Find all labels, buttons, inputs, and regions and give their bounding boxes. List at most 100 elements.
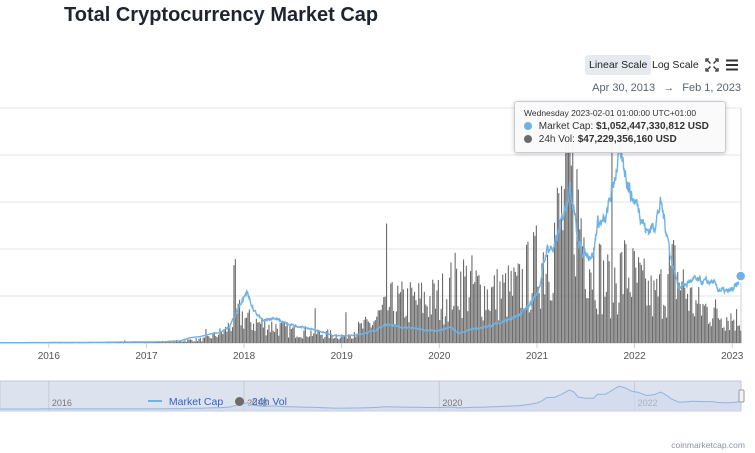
- volume-bar: [687, 293, 689, 343]
- volume-bar: [232, 327, 234, 343]
- volume-bar: [400, 292, 402, 343]
- volume-bar: [717, 318, 719, 343]
- volume-bar: [394, 324, 396, 343]
- volume-bar: [115, 342, 117, 344]
- volume-bar: [407, 288, 409, 343]
- volume-bar: [274, 332, 276, 343]
- volume-bar: [211, 338, 213, 343]
- volume-bar: [577, 189, 579, 343]
- log-scale-button[interactable]: Log Scale: [652, 59, 699, 71]
- volume-bar: [663, 304, 665, 343]
- volume-bar: [190, 339, 192, 343]
- volume-bar: [257, 322, 259, 343]
- volume-bar: [185, 341, 187, 343]
- volume-bar: [268, 324, 270, 343]
- volume-bar: [248, 309, 250, 343]
- volume-bar: [254, 330, 256, 343]
- navigator-tick-label: 2016: [52, 398, 72, 408]
- volume-bar: [290, 328, 292, 343]
- volume-bar: [278, 335, 280, 343]
- volume-bar: [353, 332, 355, 343]
- volume-dot-icon: [524, 135, 532, 143]
- volume-bar: [430, 314, 432, 343]
- volume-bar: [660, 269, 662, 343]
- volume-bar: [643, 258, 645, 343]
- volume-bar: [365, 316, 367, 343]
- volume-bar: [429, 296, 431, 343]
- volume-bar: [318, 330, 320, 343]
- volume-bar: [437, 280, 439, 343]
- volume-bar: [454, 252, 456, 343]
- volume-bar: [675, 299, 677, 343]
- volume-bar: [547, 255, 549, 343]
- volume-bar: [449, 277, 451, 343]
- volume-bar: [493, 275, 495, 343]
- volume-bar: [213, 331, 215, 343]
- volume-bar: [621, 252, 623, 343]
- volume-bar: [247, 312, 249, 343]
- volume-bar: [330, 330, 332, 343]
- volume-bar: [684, 287, 686, 343]
- volume-bar: [299, 337, 301, 343]
- navigator-handle[interactable]: [738, 389, 745, 403]
- volume-bar: [225, 326, 227, 343]
- volume-bar: [457, 306, 459, 343]
- volume-bar: [310, 330, 312, 343]
- volume-bar: [423, 291, 425, 343]
- volume-bar: [736, 309, 738, 343]
- volume-bar: [419, 298, 421, 343]
- legend-volume-label: 24h Vol: [251, 396, 287, 408]
- volume-bar: [559, 219, 561, 343]
- legend-market-cap[interactable]: Market Cap: [148, 396, 223, 408]
- volume-bar: [195, 338, 197, 343]
- volume-bar: [694, 316, 696, 343]
- volume-bar: [562, 230, 564, 343]
- volume-bar: [384, 296, 386, 343]
- volume-bar: [727, 320, 729, 343]
- volume-bar: [433, 283, 435, 343]
- volume-bar: [442, 273, 444, 343]
- volume-bar: [223, 329, 225, 343]
- volume-bar: [271, 321, 273, 343]
- volume-bar: [198, 338, 200, 343]
- volume-bar: [373, 321, 375, 343]
- volume-bar: [309, 336, 311, 343]
- volume-bar: [579, 229, 581, 343]
- volume-bar: [391, 282, 393, 343]
- volume-bar: [349, 334, 351, 343]
- volume-bar: [202, 337, 204, 343]
- volume-bar: [339, 337, 341, 343]
- date-range-to[interactable]: Feb 1, 2023: [682, 82, 741, 94]
- credit[interactable]: coinmarketcap.com: [671, 440, 745, 450]
- volume-bar: [285, 326, 287, 343]
- volume-bar: [314, 308, 316, 343]
- volume-bar: [740, 330, 742, 343]
- x-tick-label: 2020: [428, 351, 451, 362]
- tooltip-volume-value: $47,229,356,160 USD: [577, 134, 677, 145]
- volume-bar: [464, 276, 466, 343]
- volume-bar: [451, 309, 453, 343]
- volume-bar: [498, 320, 500, 343]
- volume-bar: [631, 296, 633, 343]
- volume-bar: [520, 307, 522, 343]
- legend-volume[interactable]: 24h Vol: [235, 396, 287, 408]
- date-range-from[interactable]: Apr 30, 2013: [592, 82, 656, 94]
- linear-scale-button[interactable]: Linear Scale: [585, 55, 652, 75]
- volume-bar: [695, 300, 697, 343]
- volume-bar: [729, 330, 731, 343]
- volume-bar: [573, 254, 575, 343]
- volume-bar: [415, 300, 417, 343]
- fullscreen-icon[interactable]: [704, 56, 720, 74]
- volume-bar: [568, 110, 570, 344]
- volume-bar: [534, 235, 536, 343]
- volume-bar: [425, 304, 427, 343]
- volume-bar: [463, 259, 465, 343]
- volume-bar: [667, 274, 669, 343]
- menu-icon[interactable]: [724, 56, 740, 74]
- tooltip-market-cap-value: $1,052,447,330,812 USD: [596, 121, 709, 132]
- volume-bar: [554, 222, 556, 343]
- volume-bar: [360, 323, 362, 343]
- volume-bar: [229, 327, 231, 343]
- tooltip: Wednesday 2023-02-01 01:00:00 UTC+01:00 …: [514, 101, 726, 153]
